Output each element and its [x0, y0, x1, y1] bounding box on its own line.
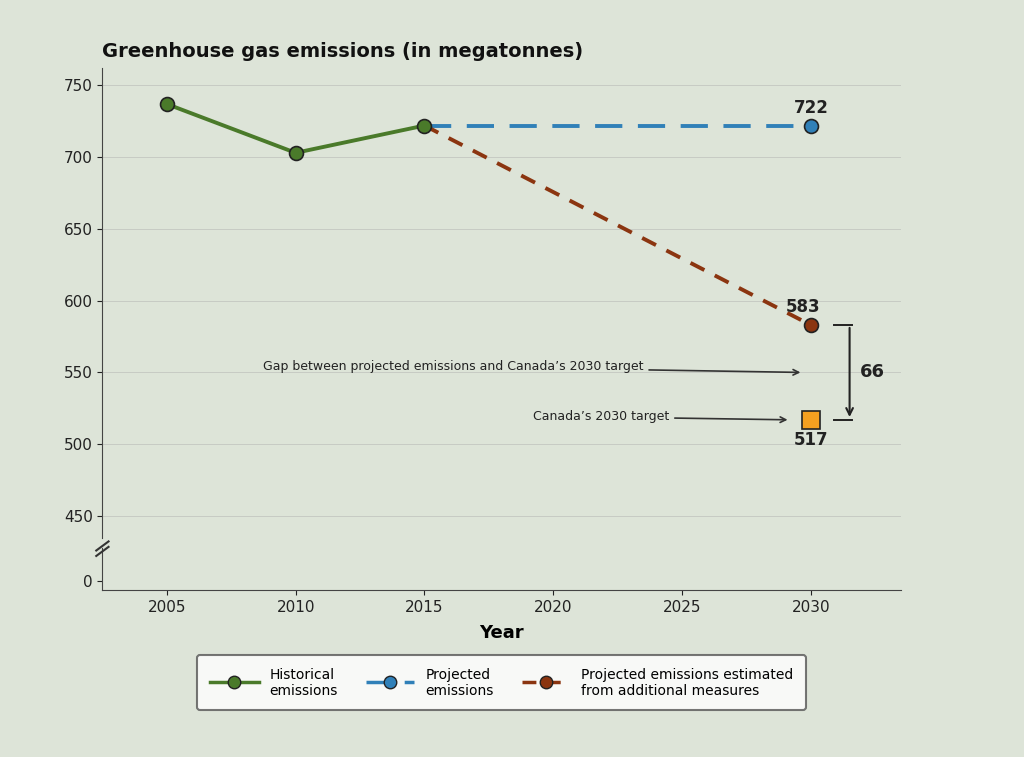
Text: 66: 66 — [860, 363, 885, 382]
Text: 517: 517 — [794, 431, 828, 450]
Text: Canada’s 2030 target: Canada’s 2030 target — [532, 410, 785, 423]
Text: Greenhouse gas emissions (in megatonnes): Greenhouse gas emissions (in megatonnes) — [102, 42, 584, 61]
Text: 583: 583 — [785, 298, 820, 316]
Text: Gap between projected emissions and Canada’s 2030 target: Gap between projected emissions and Cana… — [263, 360, 799, 375]
Text: 722: 722 — [794, 99, 828, 117]
X-axis label: Year: Year — [479, 624, 524, 641]
Legend: Historical
emissions, Projected
emissions, Projected emissions estimated
from ad: Historical emissions, Projected emission… — [198, 655, 806, 710]
